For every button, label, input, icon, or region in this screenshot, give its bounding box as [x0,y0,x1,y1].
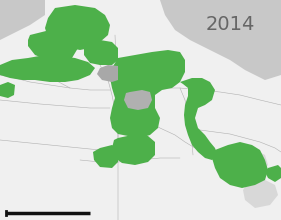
Polygon shape [265,165,281,182]
Polygon shape [243,180,278,208]
Polygon shape [124,90,152,110]
Polygon shape [93,145,118,168]
Polygon shape [84,40,118,65]
Polygon shape [180,78,218,160]
Polygon shape [160,0,281,80]
Polygon shape [45,5,110,50]
Polygon shape [228,150,268,178]
Polygon shape [212,142,268,188]
Polygon shape [97,65,118,82]
Polygon shape [0,0,45,40]
Text: 2014: 2014 [205,15,255,34]
Polygon shape [28,30,78,62]
Polygon shape [112,135,155,165]
Polygon shape [0,55,95,82]
Polygon shape [0,82,15,98]
Polygon shape [110,50,185,138]
